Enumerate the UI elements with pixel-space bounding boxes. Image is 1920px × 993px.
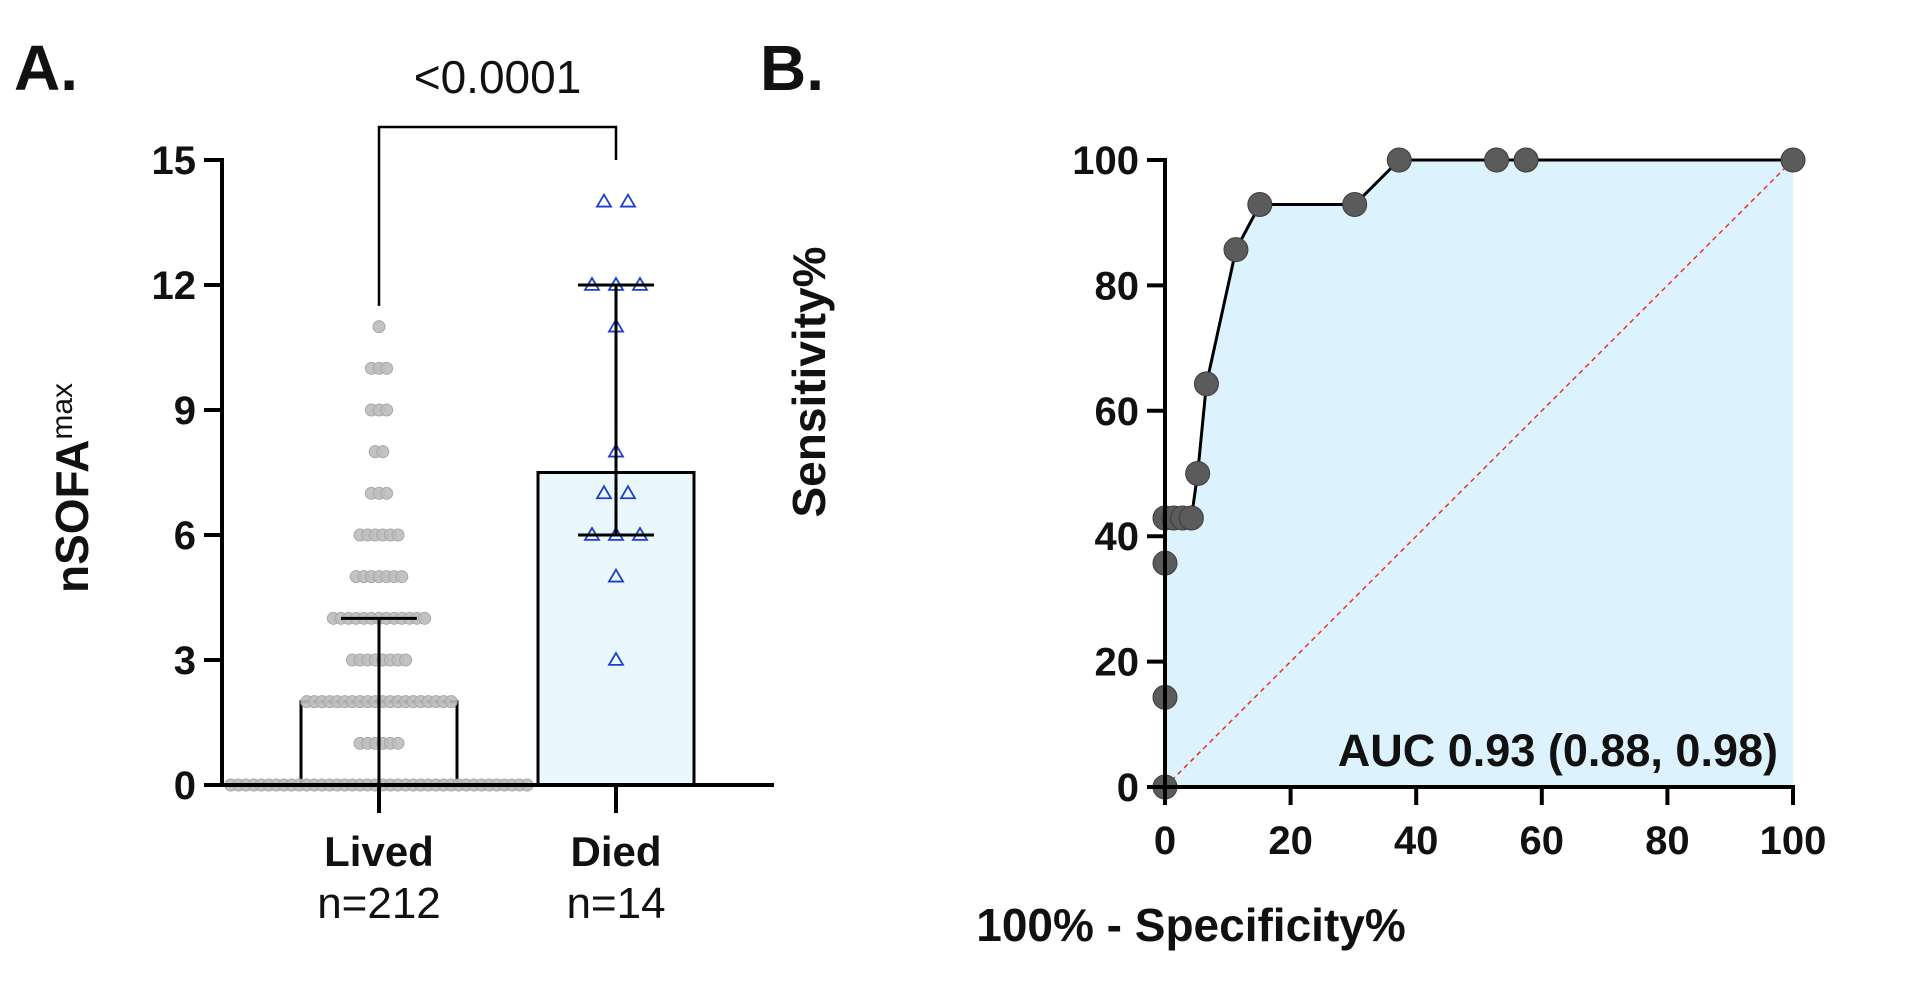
panel-a-label: A. — [14, 32, 78, 104]
died-point — [595, 484, 613, 500]
y-tick-label: 9 — [174, 389, 196, 433]
died-point — [619, 484, 637, 500]
x-tick-label: 80 — [1645, 819, 1690, 863]
y-axis-title-main: nSOFA — [46, 440, 98, 593]
category-n-label: n=14 — [566, 879, 665, 928]
lived-point — [372, 320, 386, 334]
roc-point — [1193, 371, 1219, 397]
y-tick-label: 15 — [152, 139, 197, 183]
lived-point — [399, 653, 413, 667]
roc-point — [1513, 147, 1539, 173]
roc-point — [1342, 192, 1368, 218]
category-label: Lived — [324, 828, 434, 875]
x-tick-label: 0 — [1154, 819, 1176, 863]
y-tick-label: 40 — [1095, 515, 1140, 559]
x-tick-label: 40 — [1394, 819, 1439, 863]
significance-bracket — [377, 125, 618, 306]
roc-point — [1386, 147, 1412, 173]
panel-b-axes — [1163, 158, 1795, 789]
roc-point — [1185, 461, 1211, 486]
x-tick-label: 20 — [1268, 819, 1313, 863]
lived-point — [391, 736, 405, 750]
roc-points — [1152, 147, 1806, 800]
lived-point — [380, 361, 394, 375]
auc-annotation: AUC 0.93 (0.88, 0.98) — [1338, 725, 1778, 776]
panel-a-y-axis-title: nSOFAmax — [46, 383, 98, 593]
y-tick-label: 0 — [1117, 766, 1139, 810]
died-point — [595, 192, 613, 208]
y-tick-label: 100 — [1072, 139, 1139, 183]
category-label: Died — [570, 828, 661, 875]
x-tick-label: 100 — [1760, 819, 1827, 863]
y-tick-label: 60 — [1095, 390, 1140, 434]
panel-b-y-ticks: 0 20 40 60 80 100 — [1072, 139, 1165, 810]
lived-point — [418, 611, 432, 625]
roc-point — [1484, 147, 1510, 173]
panel-b-y-axis-title: Sensitivity% — [783, 247, 835, 518]
roc-point — [1247, 192, 1273, 218]
died-point — [619, 192, 637, 208]
roc-point — [1223, 237, 1249, 263]
lived-point — [395, 570, 409, 584]
died-point — [607, 567, 625, 583]
lived-point — [391, 528, 405, 542]
y-tick-label: 20 — [1095, 641, 1140, 685]
panel-b-label: B. — [760, 32, 824, 104]
panel-b: B. 0 20 40 60 80 100 0 20 40 60 80 100 100% - Spec… — [760, 32, 1826, 951]
y-tick-label: 80 — [1095, 264, 1140, 308]
panel-b-x-axis-title: 100% - Specificity% — [976, 899, 1406, 951]
died-point — [607, 651, 625, 666]
p-value-label: <0.0001 — [414, 51, 582, 103]
lived-point — [444, 695, 458, 709]
y-tick-label: 6 — [174, 514, 196, 558]
x-tick-label: 60 — [1520, 819, 1565, 863]
roc-point — [1780, 147, 1806, 173]
category-n-label: n=212 — [317, 879, 441, 928]
y-tick-label: 12 — [152, 264, 197, 308]
reference-diagonal-line — [1164, 159, 1794, 788]
panel-b-x-ticks: 0 20 40 60 80 100 — [1154, 787, 1827, 863]
roc-point — [1178, 505, 1204, 531]
lived-point — [376, 445, 390, 459]
y-tick-label: 0 — [174, 764, 196, 808]
lived-point — [380, 403, 394, 417]
panel-a-y-ticks: 0 3 6 9 12 15 — [152, 139, 222, 808]
lived-point — [380, 486, 394, 500]
panel-a-axes — [220, 158, 774, 787]
y-tick-label: 3 — [174, 639, 196, 683]
bracket-line — [377, 125, 618, 306]
y-axis-title-superscript: max — [46, 383, 79, 440]
